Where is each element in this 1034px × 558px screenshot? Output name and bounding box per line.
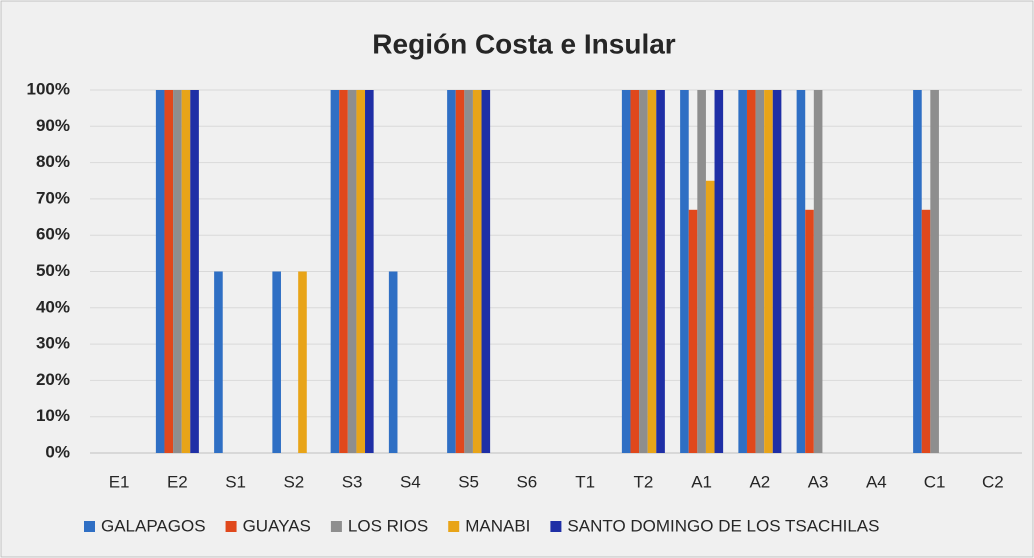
y-tick-label: 100% xyxy=(27,79,70,98)
bar xyxy=(805,209,814,453)
bar xyxy=(913,90,922,453)
legend-label: GALAPAGOS xyxy=(101,516,206,535)
bar xyxy=(656,90,665,453)
bar xyxy=(181,90,191,453)
x-tick-label: S3 xyxy=(342,472,363,491)
bar xyxy=(164,90,174,453)
bar xyxy=(813,90,823,453)
x-tick-label: S4 xyxy=(400,472,421,491)
legend-swatch xyxy=(330,521,342,532)
bar xyxy=(796,90,806,453)
y-tick-label: 50% xyxy=(36,261,70,280)
legend-swatch xyxy=(448,521,460,532)
bar xyxy=(639,90,648,453)
legend-swatch xyxy=(84,521,95,532)
x-tick-label: T1 xyxy=(575,472,595,491)
bar xyxy=(330,90,340,453)
x-tick-label: A4 xyxy=(866,472,887,491)
x-tick-label: C2 xyxy=(982,472,1004,491)
bar xyxy=(746,90,756,453)
x-tick-label: S6 xyxy=(516,472,537,491)
x-tick-label: C1 xyxy=(924,472,946,491)
bar xyxy=(173,90,182,453)
bar xyxy=(214,271,223,453)
x-tick-label: A2 xyxy=(749,472,770,491)
y-tick-label: 90% xyxy=(36,116,70,135)
legend-label: LOS RIOS xyxy=(348,516,428,535)
bar xyxy=(339,90,348,453)
legend-label: GUAYAS xyxy=(243,516,311,535)
y-tick-label: 30% xyxy=(36,334,70,353)
bar xyxy=(680,90,689,453)
y-tick-label: 60% xyxy=(36,225,70,244)
x-tick-label: S2 xyxy=(283,472,304,491)
bar xyxy=(764,90,773,453)
bar xyxy=(347,90,357,453)
bar xyxy=(472,90,482,453)
bar xyxy=(705,180,715,453)
bar xyxy=(921,209,931,453)
bar xyxy=(298,271,307,453)
legend-label: SANTO DOMINGO DE LOS TSACHILAS xyxy=(567,516,879,535)
bar xyxy=(772,90,782,453)
bar xyxy=(688,209,698,453)
bar xyxy=(272,271,281,453)
x-tick-label: S5 xyxy=(458,472,479,491)
bar xyxy=(190,90,199,453)
legend-label: MANABI xyxy=(465,516,530,535)
bar xyxy=(447,90,456,453)
bar xyxy=(481,90,491,453)
bar xyxy=(714,90,724,453)
x-tick-label: S1 xyxy=(225,472,246,491)
bar xyxy=(621,90,631,453)
y-tick-label: 40% xyxy=(36,297,70,316)
bar xyxy=(388,271,398,453)
bar xyxy=(738,90,747,453)
bar xyxy=(630,90,640,453)
bar xyxy=(647,90,657,453)
y-tick-label: 20% xyxy=(36,370,70,389)
bar xyxy=(464,90,473,453)
legend-swatch xyxy=(550,521,562,532)
y-tick-label: 70% xyxy=(36,188,70,207)
bar xyxy=(356,90,366,453)
bar xyxy=(455,90,465,453)
bar xyxy=(697,90,706,453)
legend-swatch xyxy=(225,521,237,532)
chart-title: Región Costa e Insular xyxy=(372,28,675,59)
y-tick-label: 80% xyxy=(36,152,70,171)
y-tick-label: 0% xyxy=(45,442,70,461)
bar xyxy=(930,90,939,453)
x-tick-label: E1 xyxy=(109,472,130,491)
x-tick-label: A3 xyxy=(808,472,829,491)
x-tick-label: A1 xyxy=(691,472,712,491)
x-tick-label: T2 xyxy=(633,472,653,491)
bar xyxy=(755,90,765,453)
bar xyxy=(155,90,165,453)
bar xyxy=(365,90,374,453)
x-tick-label: E2 xyxy=(167,472,188,491)
y-tick-label: 10% xyxy=(36,406,70,425)
